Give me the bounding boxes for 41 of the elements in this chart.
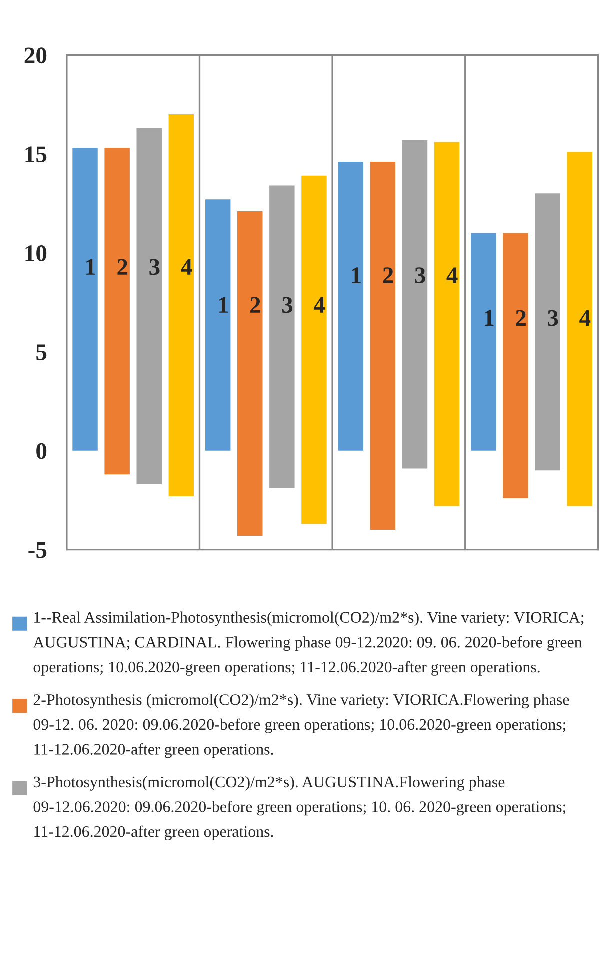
annotation: 2 [250, 297, 260, 313]
annotation: 3 [150, 259, 160, 276]
bar [168, 114, 194, 496]
y-tick-label: 20 [24, 48, 47, 64]
legend-label: 2-Photosynthesis (micromol(CO2)/m2*s). Vine variety: VIORICA.Flowering phase 09-12. 06. 2020: 09.06.2020-before green operations; 10.06.2020-green operations; 11-12.06.2020-after green operations. [34, 694, 570, 758]
annotation: 1 [219, 297, 228, 313]
bar [503, 233, 528, 498]
annotation: 4 [446, 268, 458, 284]
bar [402, 140, 428, 469]
annotation: 3 [415, 268, 426, 284]
annotation: 2 [516, 310, 526, 326]
bar [471, 233, 496, 451]
annotation: 2 [383, 268, 394, 284]
annotation: 4 [181, 259, 192, 275]
annotation: 4 [314, 297, 325, 313]
bar [302, 176, 327, 524]
annotation: 2 [118, 259, 128, 275]
bar [136, 128, 162, 485]
bar [270, 186, 295, 488]
y-tick-label: 5 [36, 344, 47, 360]
bar [434, 142, 460, 506]
annotation: 3 [548, 310, 558, 326]
bar [238, 211, 263, 536]
annotation: 4 [580, 310, 591, 326]
bar [370, 162, 396, 530]
bar [104, 148, 130, 475]
annotation: 1 [485, 310, 494, 326]
annotation: 1 [86, 259, 96, 275]
annotation: 3 [282, 297, 293, 314]
bar [535, 194, 560, 471]
bar [205, 200, 231, 451]
bar [72, 148, 98, 451]
y-tick-label: -5 [28, 542, 47, 558]
annotation: 1 [352, 268, 361, 284]
y-tick-label: 0 [36, 443, 47, 460]
bar [567, 152, 592, 506]
bar [338, 162, 364, 451]
legend-label: 3-Photosynthesis(micromol(CO2)/m2*s). AUGUSTINA.Flowering phase 09-12.06.2020: 09.06.2020-before green operations; 10. 06. 2020-green operations; 11-12.06.2020-after green operations. [34, 776, 566, 840]
y-tick-label: 10 [26, 246, 47, 262]
legend-label: 1--Real Assimilation-Photosynthesis(micromol(CO2)/m2*s). Vine variety: VIORICA; AUGUSTINA; CARDINAL. Flowering phase 09-12.2020: 09. 06. 2020-before green operations; 10.06.2020-green operations; 11-12.06.2020-after green operations. [33, 612, 584, 676]
y-tick-label: 15 [26, 146, 47, 163]
